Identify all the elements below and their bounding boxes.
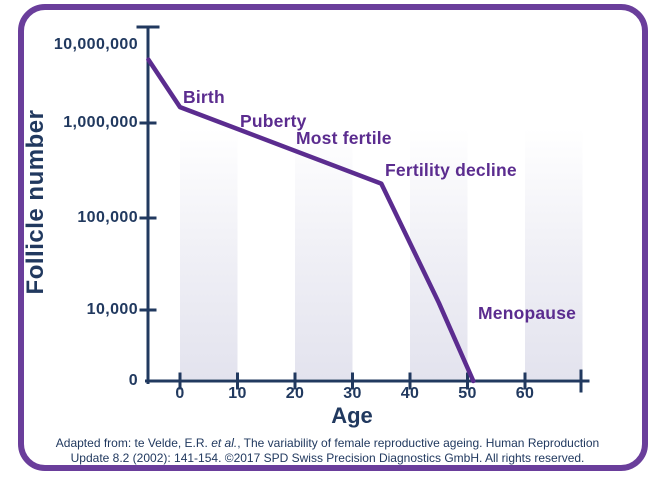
annotation-menopause: Menopause [478,303,577,323]
x-tick-label-0: 0 [175,385,185,402]
decade-band-40-50 [410,128,468,379]
y-tick-label-100000: 100,000 [77,209,138,226]
annotation-most-fertile: Most fertile [296,128,392,148]
citation-line-2: Update 8.2 (2002): 141-154. ©2017 SPD Sw… [70,451,585,465]
decade-bands [180,128,583,379]
decade-band-20-30 [295,128,353,379]
axes [136,25,590,393]
x-axis-title: Age [331,403,373,428]
tick-marks [139,121,527,390]
source-citation: Adapted from: te Velde, E.R. et al., The… [30,436,625,466]
curve-group [146,57,476,384]
citation-et-al: et al. [211,436,238,450]
x-tick-label-10: 10 [228,385,247,402]
x-tick-label-50: 50 [458,385,477,402]
annotation-birth: Birth [183,87,225,107]
y-tick-label-10000: 10,000 [86,301,138,318]
citation-text: Adapted from: te Velde, E.R. [55,436,212,450]
y-axis-title: Follicle number [22,109,49,295]
x-tick-label-30: 30 [343,385,362,402]
x-tick-label-40: 40 [400,385,420,402]
decade-band-60-70 [525,128,583,379]
annotation-fertility-decline: Fertility decline [385,160,517,180]
y-tick-label-0: 0 [128,372,138,389]
y-tick-label-1000000: 1,000,000 [63,114,138,131]
rounded-border-frame [18,4,648,471]
citation-text-cont: , The variability of female reproductive… [237,436,600,450]
follicle-curve [146,57,476,384]
x-tick-label-20: 20 [285,385,305,402]
citation-line-1: Adapted from: te Velde, E.R. et al., The… [30,436,625,451]
decade-band-0-10 [180,128,238,379]
annotation-puberty: Puberty [240,111,307,131]
x-tick-label-60: 60 [515,385,535,402]
y-tick-label-10000000: 10,000,000 [53,36,138,53]
